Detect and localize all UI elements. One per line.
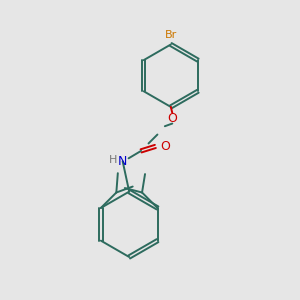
Text: Br: Br	[165, 30, 177, 40]
Text: O: O	[167, 112, 177, 125]
Text: H: H	[109, 155, 117, 165]
Text: O: O	[160, 140, 170, 153]
Text: N: N	[118, 155, 127, 168]
